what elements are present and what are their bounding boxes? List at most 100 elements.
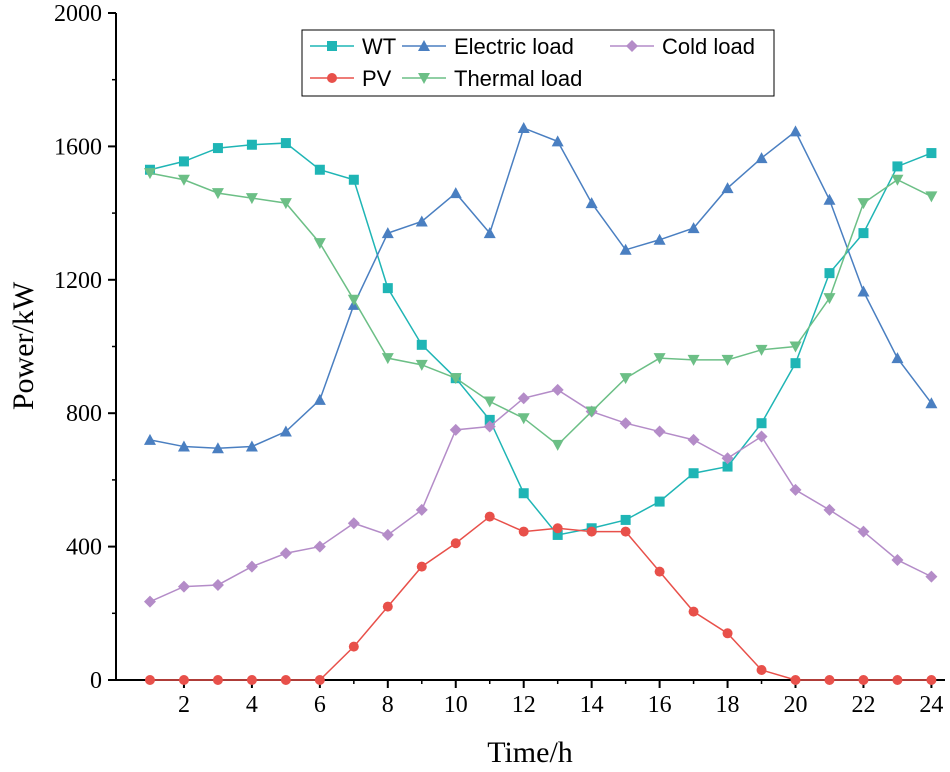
legend-box <box>301 29 775 97</box>
data-point-cold-load <box>211 578 224 591</box>
series-wt <box>144 138 937 540</box>
data-point-thermal-load <box>279 198 292 210</box>
legend-marker-electric-load <box>418 40 430 51</box>
data-point-wt <box>756 418 767 429</box>
legend-label-pv: PV <box>362 66 392 91</box>
data-point-cold-load <box>347 517 360 530</box>
x-axis-title: Time/h <box>487 736 573 769</box>
data-point-wt <box>246 139 257 150</box>
legend-label-thermal-load: Thermal load <box>454 66 582 91</box>
data-point-wt <box>620 514 631 525</box>
data-point-pv <box>382 601 393 612</box>
data-point-electric-load <box>483 227 496 239</box>
y-tick-label: 2000 <box>54 1 102 27</box>
data-point-cold-load <box>857 525 870 538</box>
data-point-thermal-load <box>755 344 768 356</box>
data-point-cold-load <box>517 392 530 405</box>
data-point-pv <box>654 566 665 577</box>
data-point-thermal-load <box>619 373 632 385</box>
data-point-wt <box>382 283 393 294</box>
data-point-cold-load <box>143 595 156 608</box>
x-tick-label: 6 <box>314 692 326 718</box>
data-point-electric-load <box>177 440 190 452</box>
legend-label-wt: WT <box>362 34 396 59</box>
data-point-electric-load <box>687 222 700 234</box>
series-line-cold-load <box>149 389 932 603</box>
data-point-cold-load <box>245 560 258 573</box>
data-point-cold-load <box>449 423 462 436</box>
data-point-pv <box>552 523 563 534</box>
data-point-wt <box>484 414 495 425</box>
data-point-wt <box>348 174 359 185</box>
data-point-electric-load <box>143 433 156 445</box>
plot-area <box>115 13 945 681</box>
data-point-electric-load <box>415 215 428 227</box>
x-tick-label: 2 <box>178 692 190 718</box>
data-point-thermal-load <box>823 293 836 305</box>
data-point-wt <box>416 339 427 350</box>
series-line-pv <box>149 515 932 681</box>
data-point-thermal-load <box>585 406 598 418</box>
x-tick-label: 14 <box>580 692 604 718</box>
data-point-thermal-load <box>517 413 530 425</box>
series-layer <box>143 122 938 685</box>
x-tick-label: 16 <box>648 692 672 718</box>
data-point-cold-load <box>721 452 734 465</box>
data-point-pv <box>858 675 869 685</box>
data-point-electric-load <box>449 187 462 199</box>
data-point-wt <box>824 268 835 279</box>
legend-marker-thermal-load <box>418 73 430 84</box>
x-tick-label: 18 <box>716 692 740 718</box>
series-thermal-load <box>143 168 938 451</box>
data-point-pv <box>178 675 189 685</box>
data-point-electric-load <box>585 197 598 209</box>
data-point-cold-load <box>789 483 802 496</box>
data-point-pv <box>790 675 801 685</box>
data-point-cold-load <box>619 417 632 430</box>
x-tick-label: 22 <box>851 692 875 718</box>
data-point-pv <box>892 675 903 685</box>
y-tick-label: 800 <box>66 401 102 427</box>
data-point-pv <box>246 675 257 685</box>
data-point-pv <box>756 664 767 675</box>
y-tick-label: 1200 <box>54 268 102 294</box>
series-cold-load <box>143 383 938 608</box>
data-point-wt <box>280 138 291 149</box>
legend-label-electric-load: Electric load <box>454 34 574 59</box>
data-point-cold-load <box>177 580 190 593</box>
data-point-cold-load <box>415 503 428 516</box>
data-point-thermal-load <box>313 238 326 250</box>
data-point-pv <box>280 675 291 685</box>
data-point-pv <box>824 675 835 685</box>
data-point-electric-load <box>381 227 394 239</box>
data-point-thermal-load <box>143 168 156 180</box>
data-point-cold-load <box>279 547 292 560</box>
data-point-electric-load <box>551 135 564 147</box>
data-point-cold-load <box>483 420 496 433</box>
y-tick-label: 400 <box>66 535 102 561</box>
data-point-electric-load <box>619 243 632 255</box>
y-tick-label: 0 <box>90 668 102 694</box>
data-point-pv <box>926 675 937 685</box>
data-point-electric-load <box>517 122 530 134</box>
data-point-thermal-load <box>245 193 258 205</box>
legend: WT Electric load Cold load PV Thermal load <box>301 29 775 97</box>
data-point-wt <box>552 529 563 540</box>
data-point-cold-load <box>755 430 768 443</box>
series-line-wt <box>149 142 932 536</box>
data-point-electric-load <box>721 182 734 194</box>
series-line-electric-load <box>149 127 933 449</box>
data-point-thermal-load <box>483 396 496 408</box>
data-point-electric-load <box>653 233 666 245</box>
data-point-electric-load <box>313 393 326 405</box>
data-point-electric-load <box>279 425 292 437</box>
data-point-thermal-load <box>891 174 904 186</box>
data-point-thermal-load <box>449 373 462 385</box>
data-point-wt <box>926 148 937 159</box>
data-point-wt <box>790 358 801 369</box>
data-point-electric-load <box>211 442 224 454</box>
data-point-thermal-load <box>721 354 734 366</box>
data-point-pv <box>144 675 155 685</box>
legend-label-cold-load: Cold load <box>662 34 755 59</box>
